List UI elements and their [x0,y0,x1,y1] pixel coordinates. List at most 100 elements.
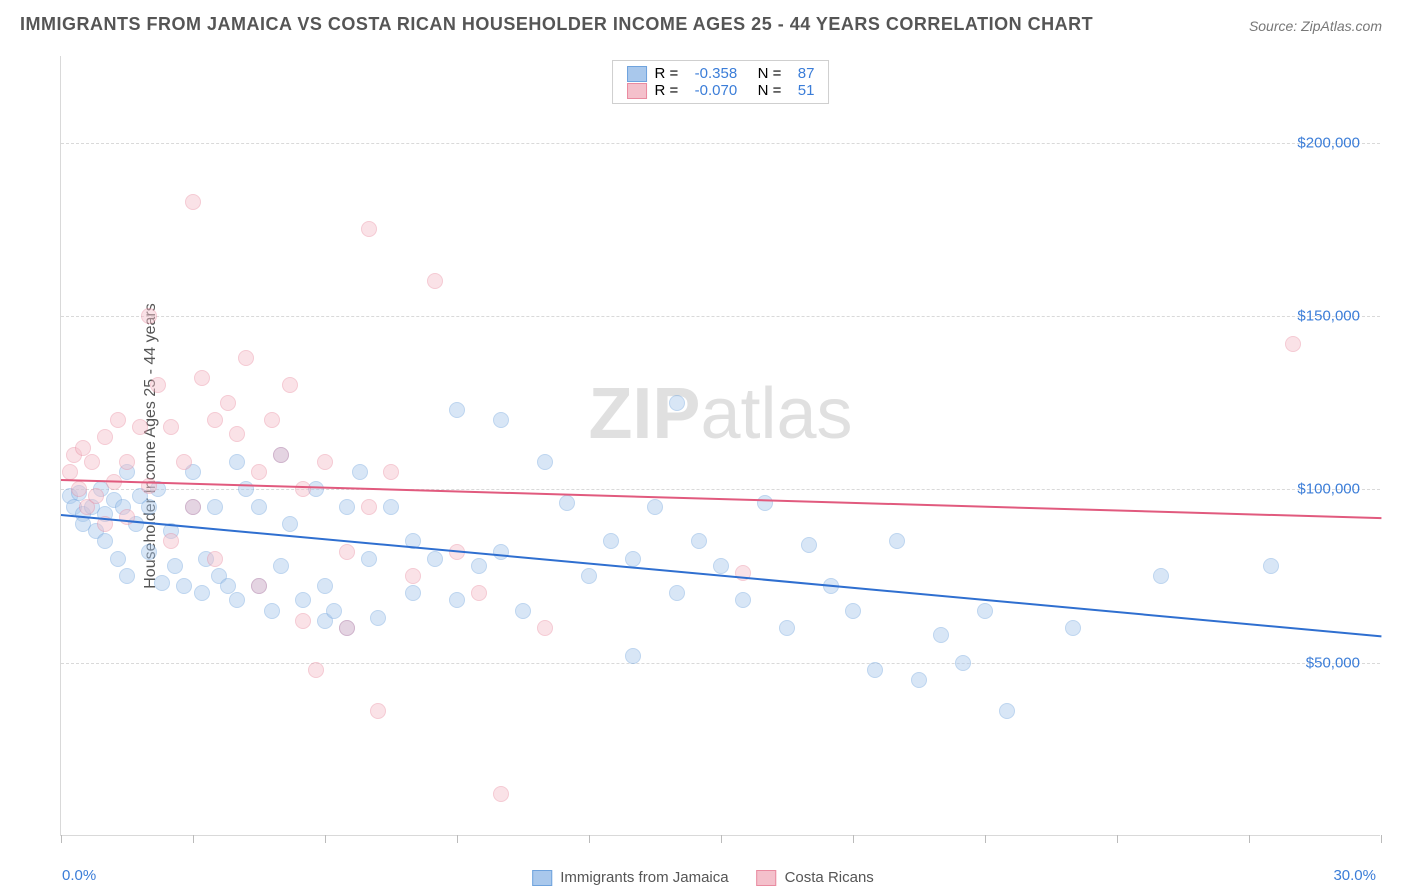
data-point [801,537,817,553]
data-point [163,533,179,549]
data-point [493,786,509,802]
data-point [691,533,707,549]
data-point [229,454,245,470]
data-point [62,464,78,480]
y-tick-label: $50,000 [1306,654,1360,671]
legend-n-label: N = [745,65,785,82]
data-point [647,499,663,515]
y-tick-label: $100,000 [1297,481,1360,498]
watermark-bold: ZIP [588,374,700,454]
data-point [581,568,597,584]
gridline [61,143,1380,144]
data-point [295,592,311,608]
x-tick [853,835,854,843]
data-point [273,447,289,463]
y-tick-label: $200,000 [1297,134,1360,151]
data-point [88,488,104,504]
data-point [1153,568,1169,584]
data-point [361,221,377,237]
data-point [889,533,905,549]
correlation-legend: R = -0.358 N = 87R = -0.070 N = 51 [612,60,830,104]
data-point [757,495,773,511]
data-point [194,585,210,601]
data-point [220,395,236,411]
data-point [295,481,311,497]
x-tick [1381,835,1382,843]
y-tick-label: $150,000 [1297,308,1360,325]
legend-r-value: -0.358 [690,65,737,82]
data-point [185,499,201,515]
x-tick [985,835,986,843]
x-tick [589,835,590,843]
data-point [264,603,280,619]
data-point [282,516,298,532]
data-point [515,603,531,619]
data-point [154,575,170,591]
data-point [251,464,267,480]
legend-n-value: 87 [794,65,815,82]
data-point [71,481,87,497]
data-point [207,499,223,515]
data-point [955,655,971,671]
data-point [977,603,993,619]
data-point [326,603,342,619]
data-point [339,499,355,515]
data-point [163,419,179,435]
data-point [537,454,553,470]
data-point [176,578,192,594]
data-point [251,499,267,515]
data-point [383,464,399,480]
data-point [493,544,509,560]
data-point [427,273,443,289]
data-point [999,703,1015,719]
legend-r-value: -0.070 [690,82,737,99]
x-tick [1117,835,1118,843]
data-point [779,620,795,636]
data-point [119,454,135,470]
watermark: ZIPatlas [588,373,852,455]
data-point [141,544,157,560]
data-point [933,627,949,643]
source-attribution: Source: ZipAtlas.com [1249,18,1382,34]
data-point [669,585,685,601]
data-point [449,402,465,418]
data-point [735,592,751,608]
data-point [141,308,157,324]
series-legend-item: Costa Ricans [757,869,874,886]
x-tick [721,835,722,843]
data-point [361,551,377,567]
data-point [383,499,399,515]
data-point [361,499,377,515]
data-point [625,551,641,567]
legend-r-label: R = [655,82,683,99]
gridline [61,663,1380,664]
data-point [625,648,641,664]
watermark-rest: atlas [700,374,852,454]
data-point [264,412,280,428]
data-point [471,585,487,601]
series-name: Costa Ricans [785,869,874,886]
legend-swatch [627,66,647,82]
data-point [317,578,333,594]
data-point [405,585,421,601]
data-point [308,662,324,678]
legend-swatch [532,870,552,886]
data-point [229,426,245,442]
data-point [1263,558,1279,574]
data-point [317,454,333,470]
data-point [713,558,729,574]
data-point [845,603,861,619]
data-point [537,620,553,636]
x-tick [457,835,458,843]
legend-r-label: R = [655,65,683,82]
data-point [185,194,201,210]
legend-swatch [627,83,647,99]
legend-row: R = -0.070 N = 51 [627,82,815,99]
data-point [132,419,148,435]
x-axis-max-label: 30.0% [1333,867,1376,884]
data-point [911,672,927,688]
data-point [150,377,166,393]
data-point [110,412,126,428]
plot-area: ZIPatlas R = -0.358 N = 87R = -0.070 N =… [60,56,1380,836]
trend-line [61,514,1381,637]
